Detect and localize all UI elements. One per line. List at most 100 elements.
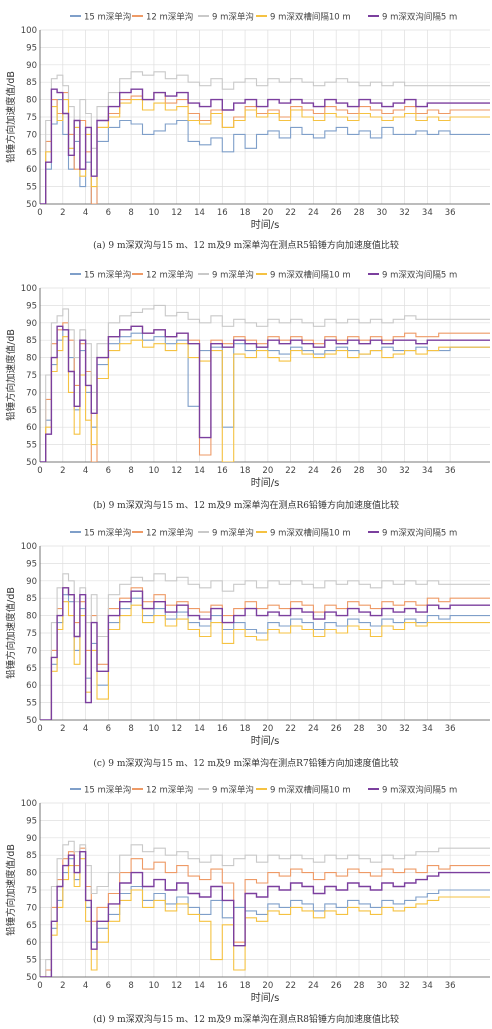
y-tick-label: 60 — [26, 938, 37, 948]
chart-c-y-axis-label: 铅锤方向加速度值/dB — [5, 587, 17, 679]
y-tick-label: 50 — [26, 973, 37, 983]
chart-c-legend: 15 m深单沟 12 m深单沟 9 m深单沟 9 m深双槽间隔10 m 9 m深双沟间隔… — [70, 528, 457, 539]
x-tick-label: 20 — [262, 208, 273, 218]
x-tick-label: 22 — [285, 208, 296, 218]
series-line-9m — [40, 840, 490, 977]
chart-b-svg: 15 m深单沟 12 m深单沟 9 m深单沟 9 m深双槽间隔10 m 9 m深双沟间隔… — [5, 270, 490, 489]
y-tick-label: 60 — [26, 423, 37, 433]
chart-b-legend: 15 m深单沟 12 m深单沟 9 m深单沟 9 m深双槽间隔10 m 9 m深双沟间隔… — [70, 270, 457, 281]
chart-a-x-axis-label: 时间/s — [251, 218, 280, 231]
x-tick-label: 16 — [217, 466, 228, 476]
y-tick-label: 55 — [26, 699, 37, 709]
chart-a-legend: 15 m深单沟 12 m深单沟 9 m深单沟 9 m深双槽间隔10 m 9 m深双沟间隔… — [70, 12, 457, 23]
chart-panel-c: 15 m深单沟 12 m深单沟 9 m深单沟 9 m深双槽间隔10 m 9 m深双沟间隔… — [0, 516, 492, 773]
x-tick-label: 18 — [240, 724, 251, 734]
x-tick-label: 18 — [240, 981, 251, 991]
chart-b-x-axis-label: 时间/s — [251, 476, 280, 489]
y-tick-label: 100 — [21, 799, 37, 809]
y-tick-label: 50 — [26, 200, 37, 210]
x-tick-label: 8 — [128, 208, 133, 218]
series-line-12m — [40, 847, 490, 977]
x-tick-label: 8 — [128, 981, 133, 991]
legend-label-9m: 9 m深单沟 — [212, 12, 254, 23]
x-tick-label: 0 — [37, 208, 42, 218]
y-tick-label: 90 — [26, 577, 37, 587]
x-tick-label: 8 — [128, 724, 133, 734]
x-tick-label: 28 — [354, 724, 365, 734]
x-tick-label: 12 — [171, 208, 182, 218]
y-tick-label: 55 — [26, 441, 37, 451]
legend-label-12m: 12 m深单沟 — [146, 270, 193, 281]
legend-label-double: 9 m深双沟间隔5 m — [382, 785, 457, 796]
y-tick-label: 65 — [26, 664, 37, 674]
legend-label-12m: 12 m深单沟 — [146, 785, 193, 796]
y-tick-label: 80 — [26, 354, 37, 364]
x-tick-label: 2 — [60, 208, 65, 218]
series-line-groove — [40, 336, 490, 462]
y-tick-label: 75 — [26, 371, 37, 381]
x-tick-label: 18 — [240, 466, 251, 476]
legend-label-double: 9 m深双沟间隔5 m — [382, 528, 457, 539]
x-tick-label: 26 — [331, 466, 342, 476]
x-tick-label: 10 — [149, 981, 160, 991]
y-tick-label: 90 — [26, 834, 37, 844]
legend-label-9m: 9 m深单沟 — [212, 528, 254, 539]
x-tick-label: 10 — [149, 208, 160, 218]
series-line-groove — [40, 601, 490, 720]
legend-label-double: 9 m深双沟间隔5 m — [382, 270, 457, 281]
x-tick-label: 24 — [308, 981, 319, 991]
y-tick-label: 80 — [26, 612, 37, 622]
legend-label-groove: 9 m深双槽间隔10 m — [270, 270, 351, 281]
y-tick-label: 70 — [26, 903, 37, 913]
x-tick-label: 32 — [399, 981, 410, 991]
y-tick-label: 65 — [26, 148, 37, 158]
x-tick-label: 6 — [106, 466, 111, 476]
x-tick-label: 32 — [399, 724, 410, 734]
x-tick-label: 10 — [149, 724, 160, 734]
y-tick-label: 100 — [21, 284, 37, 294]
y-tick-label: 100 — [21, 26, 37, 36]
x-tick-label: 0 — [37, 724, 42, 734]
x-tick-label: 28 — [354, 981, 365, 991]
x-tick-label: 0 — [37, 466, 42, 476]
x-tick-label: 16 — [217, 208, 228, 218]
y-tick-label: 50 — [26, 458, 37, 468]
y-tick-label: 55 — [26, 183, 37, 193]
series-line-groove — [40, 99, 490, 204]
x-tick-label: 34 — [422, 981, 433, 991]
y-tick-label: 90 — [26, 61, 37, 71]
legend-label-12m: 12 m深单沟 — [146, 12, 193, 23]
x-tick-label: 28 — [354, 466, 365, 476]
legend-label-groove: 9 m深双槽间隔10 m — [270, 528, 351, 539]
series-line-15m — [40, 851, 490, 977]
x-tick-label: 2 — [60, 466, 65, 476]
x-tick-label: 4 — [83, 724, 88, 734]
y-tick-label: 85 — [26, 336, 37, 346]
x-tick-label: 6 — [106, 981, 111, 991]
x-tick-label: 36 — [445, 466, 456, 476]
y-tick-label: 100 — [21, 542, 37, 552]
x-tick-label: 36 — [445, 208, 456, 218]
chart-d-y-axis-label: 铅锤方向加速度值/dB — [5, 844, 17, 936]
chart-a-y-axis-label: 铅锤方向加速度值/dB — [5, 71, 17, 163]
y-tick-label: 65 — [26, 406, 37, 416]
x-tick-label: 24 — [308, 208, 319, 218]
x-tick-label: 32 — [399, 466, 410, 476]
x-tick-label: 8 — [128, 466, 133, 476]
x-tick-label: 4 — [83, 208, 88, 218]
chart-d-svg: 15 m深单沟 12 m深单沟 9 m深单沟 9 m深双槽间隔10 m 9 m深双沟间隔… — [5, 785, 490, 1004]
x-tick-label: 24 — [308, 724, 319, 734]
chart-d-x-axis-label: 时间/s — [251, 991, 280, 1004]
x-tick-label: 30 — [376, 981, 387, 991]
x-tick-label: 28 — [354, 208, 365, 218]
x-tick-label: 14 — [194, 724, 205, 734]
x-tick-label: 14 — [194, 208, 205, 218]
chart-panel-a: 15 m深单沟 12 m深单沟 9 m深单沟 9 m深双槽间隔10 m 9 m深双沟间隔… — [0, 0, 492, 258]
x-tick-label: 34 — [422, 724, 433, 734]
y-tick-label: 60 — [26, 681, 37, 691]
x-tick-label: 12 — [171, 466, 182, 476]
series-line-12m — [40, 92, 490, 204]
x-tick-label: 14 — [194, 981, 205, 991]
x-tick-label: 20 — [262, 724, 273, 734]
